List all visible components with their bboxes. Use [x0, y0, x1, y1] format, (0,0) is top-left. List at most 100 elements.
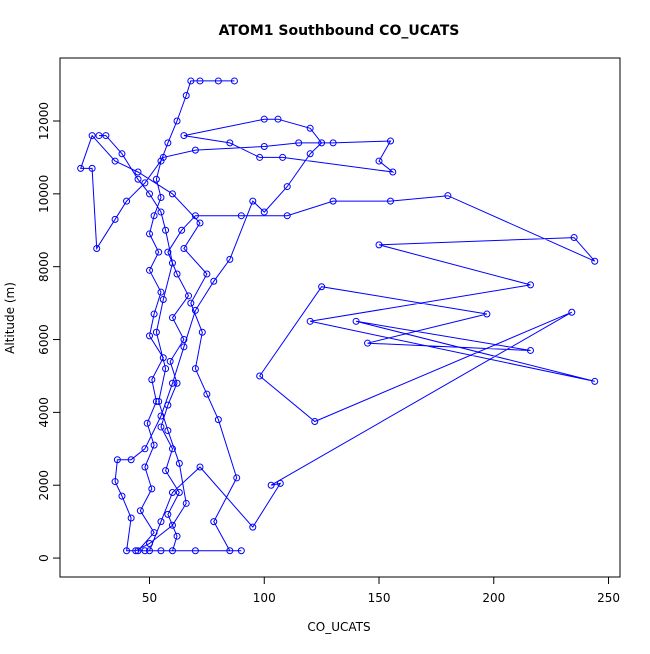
data-point [306, 150, 314, 158]
data-point [375, 157, 383, 165]
data-point [260, 208, 268, 216]
data-point [226, 255, 234, 263]
y-tick-label: 0 [37, 554, 51, 562]
data-point [168, 190, 176, 198]
data-point [203, 390, 211, 398]
data-point [164, 248, 172, 256]
data-point [146, 332, 154, 340]
data-point [230, 77, 238, 85]
data-point [256, 153, 264, 161]
data-point [95, 132, 103, 140]
data-point [591, 257, 599, 265]
data-point [88, 164, 96, 172]
data-point [175, 459, 183, 467]
data-point [173, 379, 181, 387]
data-point [233, 474, 241, 482]
data-point [134, 175, 142, 183]
data-point [123, 197, 131, 205]
data-point [182, 499, 190, 507]
data-point [191, 547, 199, 555]
data-point [364, 339, 372, 347]
data-point [162, 467, 170, 475]
x-tick-label: 50 [142, 591, 157, 605]
data-point [283, 183, 291, 191]
data-point [77, 164, 85, 172]
data-point [214, 77, 222, 85]
data-point [150, 212, 158, 220]
data-point [136, 507, 144, 515]
data-point [123, 547, 131, 555]
data-point [329, 139, 337, 147]
data-point [483, 310, 491, 318]
data-point [180, 343, 188, 351]
plot-box [59, 57, 621, 578]
data-point [146, 539, 154, 547]
data-point [526, 346, 534, 354]
x-tick-label: 100 [253, 591, 276, 605]
data-point [134, 547, 142, 555]
data-point [168, 521, 176, 529]
x-tick-label: 200 [482, 591, 505, 605]
x-axis-label: CO_UCATS [307, 620, 370, 634]
data-point [159, 295, 167, 303]
data-point [148, 485, 156, 493]
data-point [141, 445, 149, 453]
data-point [210, 518, 218, 526]
data-point [329, 197, 337, 205]
data-point [168, 445, 176, 453]
data-point [132, 547, 140, 555]
data-point [168, 489, 176, 497]
chart-title: ATOM1 Southbound CO_UCATS [219, 23, 460, 39]
data-point [164, 510, 172, 518]
data-point [162, 226, 170, 234]
y-tick-label: 8000 [37, 251, 51, 282]
data-point [118, 492, 126, 500]
data-point [178, 226, 186, 234]
data-point [318, 139, 326, 147]
data-point [267, 481, 275, 489]
data-point [111, 478, 119, 486]
data-point [173, 532, 181, 540]
data-point [152, 328, 160, 336]
data-point [173, 117, 181, 125]
data-point [141, 547, 149, 555]
data-point [185, 292, 193, 300]
data-point [318, 283, 326, 291]
data-point [168, 259, 176, 267]
data-point [168, 314, 176, 322]
data-point [311, 417, 319, 425]
data-point [159, 153, 167, 161]
x-tick-label: 250 [597, 591, 620, 605]
data-point [113, 456, 121, 464]
data-point [168, 547, 176, 555]
data-point [196, 77, 204, 85]
data-point [226, 547, 234, 555]
data-point [157, 208, 165, 216]
data-point [182, 92, 190, 100]
data-point [155, 397, 163, 405]
data-point [180, 336, 188, 344]
data-point [111, 157, 119, 165]
data-point [157, 157, 165, 165]
data-point [191, 365, 199, 373]
data-point [157, 193, 165, 201]
data-point [198, 328, 206, 336]
data-point [237, 547, 245, 555]
data-point [256, 372, 264, 380]
data-point [143, 419, 151, 427]
data-point [180, 244, 188, 252]
data-point [168, 379, 176, 387]
y-tick-label: 12000 [37, 102, 51, 140]
data-point [295, 139, 303, 147]
y-tick-label: 6000 [37, 324, 51, 355]
data-point [306, 124, 314, 132]
data-point [127, 456, 135, 464]
data-point [146, 266, 154, 274]
data-point [157, 423, 165, 431]
data-point [164, 139, 172, 147]
data-point [386, 197, 394, 205]
data-point [152, 397, 160, 405]
data-point [180, 132, 188, 140]
data-point [249, 523, 257, 531]
data-point [191, 146, 199, 154]
